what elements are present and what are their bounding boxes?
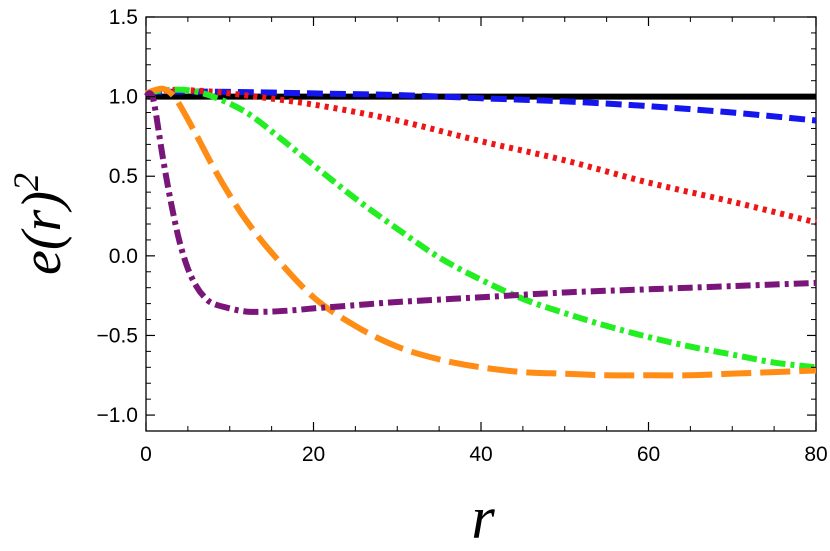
series-line-4 (145, 86, 817, 371)
series-layer (143, 85, 817, 379)
x-tick-label: 80 (804, 443, 827, 466)
series-line-6 (143, 90, 817, 315)
y-tick-label: −0.5 (97, 324, 138, 347)
x-tick-label: 60 (637, 443, 660, 466)
x-tick-label: 40 (469, 443, 492, 466)
series-line-3 (145, 86, 817, 226)
y-tick-label: −1.0 (97, 404, 138, 427)
x-axis-title: r (471, 485, 495, 551)
series-line-5 (144, 85, 817, 379)
series-line-2 (145, 88, 817, 124)
y-axis-title: e(r)2 (6, 173, 73, 275)
y-axis-title-base: e(r) (11, 191, 73, 275)
x-tick-label: 20 (302, 443, 325, 466)
y-axis-title-exponent: 2 (6, 173, 46, 191)
y-tick-label: 0.0 (109, 245, 138, 268)
ticks-layer: 0 20 40 60 80 −1.0 −0.5 0.0 0.5 1.0 1.5 (97, 6, 828, 466)
x-tick-label: 0 (140, 443, 152, 466)
y-tick-label: 0.5 (109, 165, 138, 188)
y-tick-label: 1.0 (109, 86, 138, 109)
y-tick-label: 1.5 (109, 6, 138, 29)
